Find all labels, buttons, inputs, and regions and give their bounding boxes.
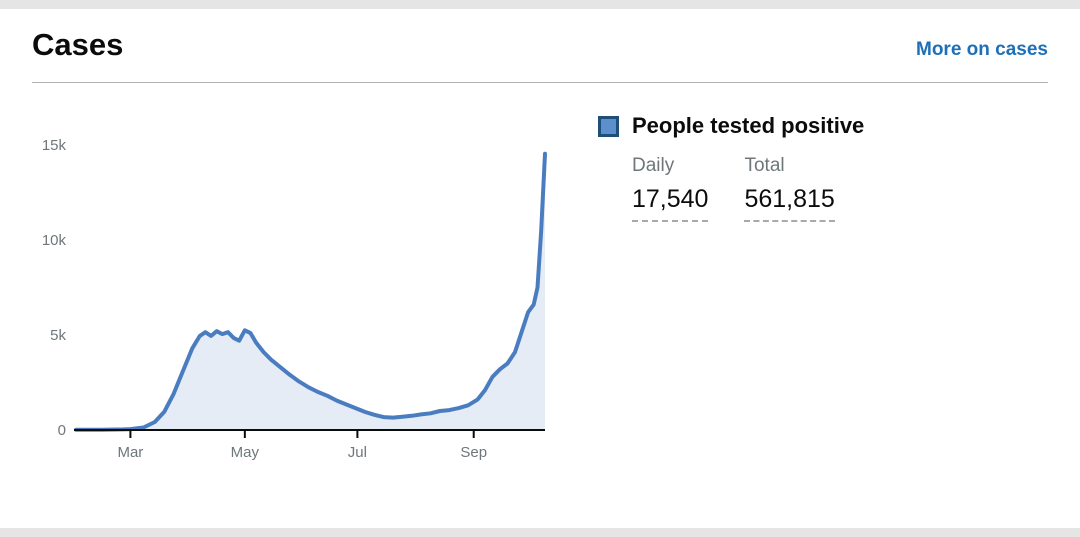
svg-text:15k: 15k xyxy=(42,137,67,154)
page-bottom-strip xyxy=(0,528,1080,537)
total-value: 561,815 xyxy=(744,185,835,223)
svg-text:5k: 5k xyxy=(50,327,66,344)
daily-label: Daily xyxy=(632,155,675,177)
svg-text:Mar: Mar xyxy=(117,444,143,461)
card-content: 0 5k 10k 15k Mar May Jul Sep People tested posi… xyxy=(32,93,1048,478)
stats-row: Daily 17,540 Total 561,815 xyxy=(632,155,864,223)
cases-area-chart: 0 5k 10k 15k Mar May Jul Sep xyxy=(42,137,547,461)
page-top-strip xyxy=(0,0,1080,9)
more-on-cases-link[interactable]: More on cases xyxy=(916,39,1048,60)
total-label: Total xyxy=(744,155,785,177)
legend-title: People tested positive xyxy=(632,113,865,139)
svg-text:Sep: Sep xyxy=(460,444,487,461)
legend-header: People tested positive xyxy=(598,113,864,139)
svg-text:May: May xyxy=(231,444,260,461)
daily-stat: Daily 17,540 xyxy=(632,155,709,223)
total-stat: Total 561,815 xyxy=(744,155,835,223)
legend-panel: People tested positive Daily 17,540 Tota… xyxy=(572,93,864,223)
header-divider xyxy=(32,82,1048,84)
svg-text:0: 0 xyxy=(58,422,66,439)
daily-value: 17,540 xyxy=(632,185,709,223)
svg-text:10k: 10k xyxy=(42,232,67,249)
page-title: Cases xyxy=(32,27,124,62)
legend-swatch-icon xyxy=(598,115,619,137)
cases-card: Cases More on cases 0 5k 10k 15k Mar May Jul Se… xyxy=(32,27,1048,478)
cases-chart-container: 0 5k 10k 15k Mar May Jul Sep xyxy=(32,93,572,478)
svg-text:Jul: Jul xyxy=(348,444,367,461)
card-header: Cases More on cases xyxy=(32,27,1048,62)
